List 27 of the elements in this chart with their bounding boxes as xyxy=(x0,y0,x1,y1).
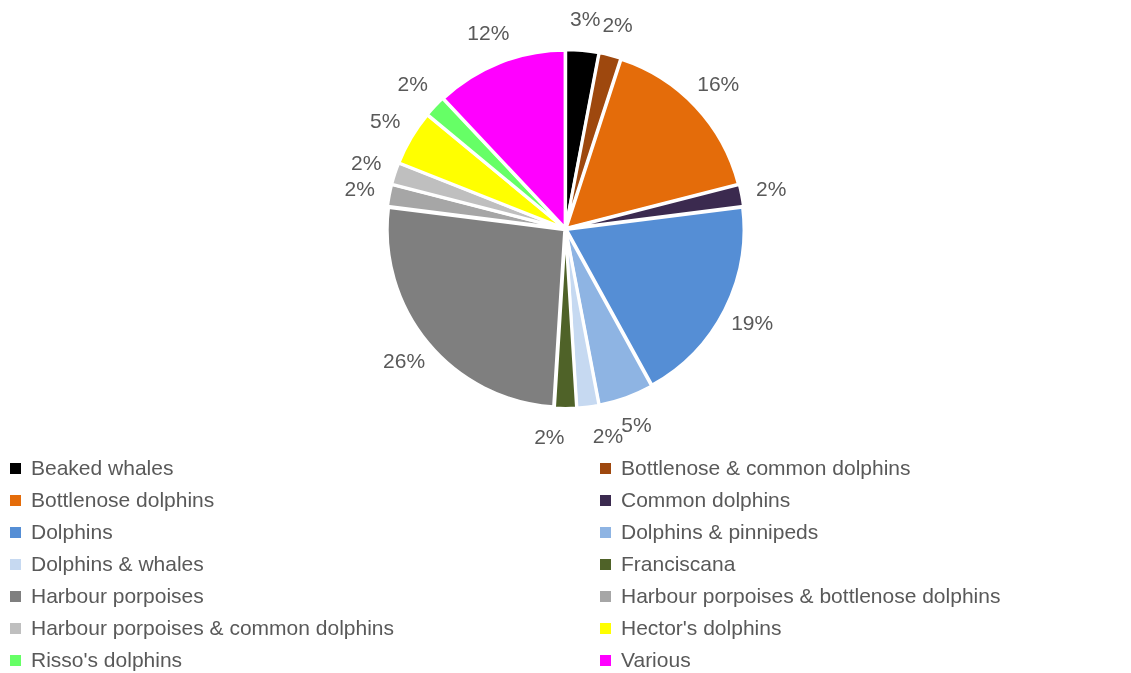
legend-label: Hector's dolphins xyxy=(621,616,782,640)
data-label: 5% xyxy=(621,412,652,436)
legend-label: Beaked whales xyxy=(31,456,174,480)
data-label: 16% xyxy=(697,72,740,96)
data-label: 2% xyxy=(351,151,382,175)
legend-label: Bottlenose & common dolphins xyxy=(621,456,911,480)
legend-label: Common dolphins xyxy=(621,488,791,512)
data-label: 2% xyxy=(534,425,565,449)
data-label: 19% xyxy=(731,310,774,334)
data-label: 2% xyxy=(756,176,787,200)
data-label: 12% xyxy=(467,21,510,45)
legend-label: Dolphins & pinnipeds xyxy=(621,520,819,544)
legend-label: Risso's dolphins xyxy=(31,648,183,672)
legend-label: Harbour porpoises & bottlenose dolphins xyxy=(621,584,1001,608)
legend-label: Harbour porpoises xyxy=(31,584,204,608)
data-label: 3% xyxy=(570,7,601,31)
legend-label: Harbour porpoises & common dolphins xyxy=(31,616,395,640)
legend-label: Dolphins & whales xyxy=(31,552,204,576)
data-label: 2% xyxy=(397,72,428,96)
data-label: 5% xyxy=(369,109,401,133)
data-label: 2% xyxy=(602,12,633,36)
data-label: 26% xyxy=(383,349,426,373)
data-label: 2% xyxy=(344,176,375,200)
legend-label: Dolphins xyxy=(31,520,113,544)
legend-label: Franciscana xyxy=(621,552,736,576)
legend-label: Bottlenose dolphins xyxy=(31,488,215,512)
legend-label: Various xyxy=(621,648,691,672)
